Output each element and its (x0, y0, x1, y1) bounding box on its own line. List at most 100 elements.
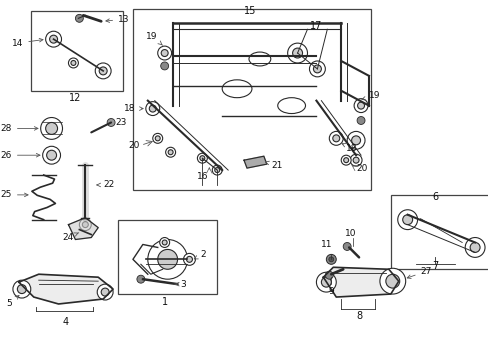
Text: 26: 26 (0, 151, 40, 160)
Circle shape (343, 243, 350, 251)
Text: 12: 12 (69, 93, 81, 103)
Circle shape (321, 277, 331, 287)
Text: 23: 23 (115, 118, 126, 127)
Circle shape (343, 158, 348, 163)
Circle shape (397, 210, 417, 230)
Text: 5: 5 (6, 296, 19, 309)
Circle shape (351, 136, 360, 145)
Circle shape (152, 134, 163, 143)
Circle shape (469, 243, 479, 252)
Circle shape (313, 65, 321, 73)
Polygon shape (68, 218, 98, 239)
Text: 14: 14 (12, 39, 43, 48)
Text: 19: 19 (146, 32, 162, 45)
Circle shape (149, 105, 156, 112)
Circle shape (349, 154, 361, 166)
Text: 3: 3 (175, 280, 186, 289)
Text: 6: 6 (431, 192, 438, 202)
Text: 1: 1 (161, 297, 167, 307)
Circle shape (137, 275, 144, 283)
Circle shape (357, 102, 364, 109)
Circle shape (346, 131, 364, 149)
Circle shape (328, 257, 333, 262)
Circle shape (325, 255, 336, 264)
Polygon shape (19, 274, 113, 304)
Circle shape (95, 63, 111, 79)
Text: 19: 19 (361, 91, 380, 100)
Text: 16: 16 (196, 172, 208, 181)
Circle shape (325, 271, 333, 279)
Circle shape (186, 256, 192, 262)
Circle shape (45, 31, 61, 47)
Circle shape (107, 118, 115, 126)
Text: 28: 28 (0, 124, 38, 133)
Circle shape (197, 153, 207, 163)
Circle shape (165, 147, 175, 157)
Polygon shape (323, 267, 398, 297)
Text: 10: 10 (345, 229, 356, 238)
Text: 27: 27 (407, 267, 431, 278)
Circle shape (158, 249, 177, 269)
Circle shape (45, 122, 58, 134)
Circle shape (161, 50, 168, 57)
Circle shape (71, 60, 76, 66)
Text: 13: 13 (106, 15, 129, 24)
Circle shape (79, 219, 91, 231)
Circle shape (145, 102, 160, 116)
Text: 4: 4 (62, 317, 68, 327)
Circle shape (292, 48, 302, 58)
Circle shape (287, 43, 307, 63)
Circle shape (332, 135, 339, 142)
Circle shape (328, 131, 343, 145)
Circle shape (46, 150, 57, 160)
Circle shape (309, 61, 325, 77)
Text: 2: 2 (194, 250, 205, 259)
Circle shape (352, 157, 358, 163)
Text: 15: 15 (244, 6, 256, 17)
Text: 17: 17 (309, 21, 321, 31)
Bar (133, 9, 370, 190)
Circle shape (402, 215, 412, 225)
Text: 11: 11 (320, 240, 331, 249)
Text: 24: 24 (62, 233, 79, 242)
Polygon shape (244, 156, 266, 168)
Circle shape (162, 240, 167, 245)
Circle shape (18, 285, 26, 293)
Circle shape (168, 150, 173, 155)
Circle shape (183, 253, 195, 265)
Circle shape (158, 46, 171, 60)
Circle shape (161, 62, 168, 70)
Circle shape (214, 168, 219, 172)
Circle shape (101, 288, 109, 296)
Circle shape (464, 238, 484, 257)
Circle shape (353, 99, 367, 113)
Bar (390, 195, 488, 269)
Circle shape (99, 67, 107, 75)
Text: 22: 22 (97, 180, 114, 189)
Circle shape (68, 58, 78, 68)
Circle shape (75, 14, 83, 22)
Circle shape (341, 155, 350, 165)
Circle shape (356, 117, 364, 125)
Circle shape (97, 284, 113, 300)
Circle shape (147, 239, 187, 279)
Circle shape (49, 35, 58, 43)
Text: 18: 18 (342, 144, 357, 153)
Circle shape (42, 146, 61, 164)
Circle shape (155, 136, 160, 141)
Text: 7: 7 (431, 261, 438, 271)
Text: 20: 20 (355, 163, 366, 172)
Circle shape (13, 280, 31, 298)
Circle shape (160, 238, 169, 247)
Text: 9: 9 (328, 287, 333, 296)
Circle shape (212, 165, 222, 175)
Circle shape (82, 222, 88, 228)
Text: 25: 25 (0, 190, 28, 199)
Text: 20: 20 (128, 141, 140, 150)
Text: 18: 18 (124, 104, 143, 113)
Bar (31, 12, 123, 91)
Circle shape (316, 272, 336, 292)
Bar (118, 220, 217, 294)
Circle shape (41, 117, 62, 139)
Text: 21: 21 (265, 161, 283, 170)
